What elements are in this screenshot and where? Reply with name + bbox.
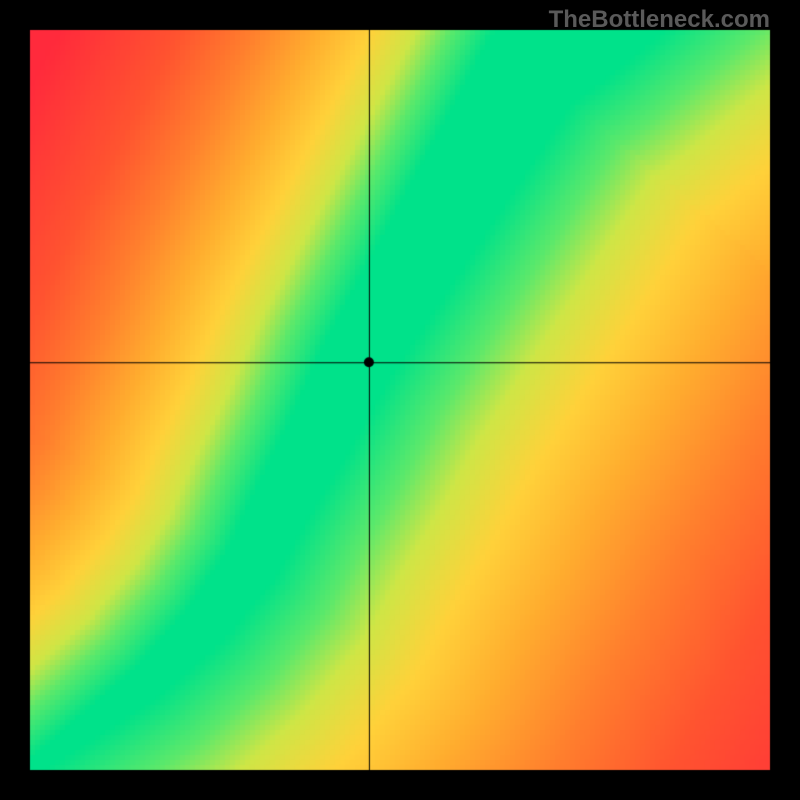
bottleneck-heatmap-canvas [0, 0, 800, 800]
chart-container: TheBottleneck.com [0, 0, 800, 800]
